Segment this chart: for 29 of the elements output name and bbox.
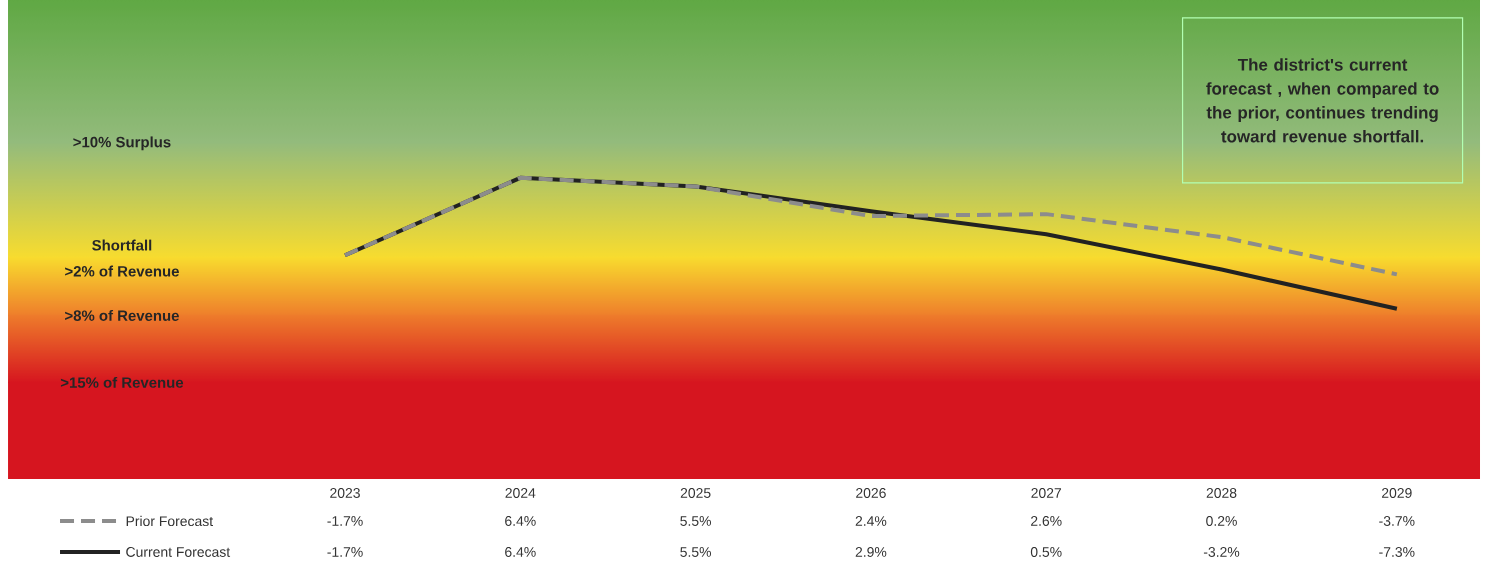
annotation: >2% of Revenue bbox=[65, 265, 179, 277]
annotation: >10% Surplus bbox=[73, 136, 171, 151]
legend-label: Current Forecast bbox=[126, 547, 231, 557]
annotation: Shortfall bbox=[92, 239, 152, 251]
data-label: 2.9% bbox=[855, 547, 887, 557]
data-label: 5.5% bbox=[680, 516, 712, 526]
text: The district's current forecast , when compared to the prior, continues trending toward revenue shortfall. bbox=[1206, 58, 1439, 143]
data-label: 0.5% bbox=[1030, 547, 1062, 557]
x-tick-label: 2023 bbox=[330, 488, 360, 498]
data-label: -1.7% bbox=[327, 516, 363, 526]
data-label: 2.4% bbox=[855, 516, 887, 526]
data-label: 6.4% bbox=[505, 547, 536, 557]
annotation: >15% of Revenue bbox=[60, 376, 184, 388]
x-tick-label: 2025 bbox=[680, 488, 711, 498]
x-tick-label: 2029 bbox=[1381, 488, 1412, 498]
data-label: 5.5% bbox=[680, 547, 712, 557]
x-tick-label: 2026 bbox=[856, 488, 886, 498]
data-label: -3.2% bbox=[1203, 547, 1240, 557]
data-label: -3.7% bbox=[1379, 516, 1415, 526]
data-label: 0.2% bbox=[1206, 516, 1237, 526]
x-tick-label: 2024 bbox=[505, 488, 536, 498]
data-label: -1.7% bbox=[327, 547, 363, 557]
annotation: >8% of Revenue bbox=[65, 309, 179, 321]
legend-label: Prior Forecast bbox=[126, 515, 213, 527]
x-tick-label: 2028 bbox=[1206, 488, 1237, 498]
data-label: -7.3% bbox=[1379, 547, 1415, 557]
data-label: 6.4% bbox=[505, 516, 536, 526]
data-label: 2.6% bbox=[1031, 516, 1062, 526]
x-tick-label: 2027 bbox=[1031, 488, 1062, 498]
